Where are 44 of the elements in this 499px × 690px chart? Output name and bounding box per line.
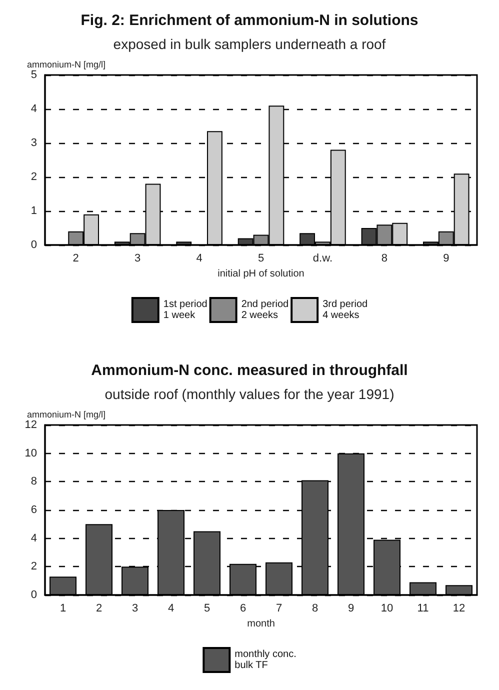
- legend-label: 3rd period 4 weeks: [322, 299, 368, 321]
- y-tick-label: 8: [30, 476, 37, 488]
- x-tick-label: 12: [452, 602, 466, 614]
- y-tick-label: 2: [30, 560, 37, 573]
- x-tick-label: 8: [312, 602, 318, 614]
- y-tick-label: 1: [30, 205, 37, 217]
- legend-label: 1st period 1 week: [163, 299, 208, 321]
- x-tick-label: 5: [204, 602, 210, 614]
- x-axis-title: initial pH of solution: [218, 268, 304, 280]
- x-tick-label: 10: [380, 602, 394, 614]
- x-tick-label: 2: [72, 252, 79, 264]
- y-axis-title: ammonium-N [mg/l]: [27, 60, 106, 70]
- y-tick-label: 3: [30, 137, 37, 149]
- y-tick-label: 0: [30, 239, 37, 251]
- x-tick-label: 11: [417, 602, 429, 614]
- chart-title: Ammonium-N conc. measured in throughfall: [91, 362, 408, 379]
- x-tick-label: 9: [348, 602, 354, 614]
- chart-subtitle: exposed in bulk samplers underneath a roof: [113, 36, 386, 52]
- x-tick-label: 1: [60, 602, 66, 614]
- y-tick-label: 4: [30, 103, 37, 115]
- y-axis-title: ammonium-N [mg/l]: [27, 410, 106, 420]
- x-tick-label: 2: [96, 602, 102, 614]
- x-tick-label: 4: [196, 252, 202, 264]
- x-tick-label: d.w.: [312, 252, 333, 264]
- x-tick-label: 4: [168, 602, 174, 614]
- legend-label: 2nd period 2 weeks: [241, 299, 289, 321]
- y-tick-label: 10: [24, 447, 37, 460]
- y-tick-label: 6: [30, 504, 37, 516]
- x-axis-title: month: [247, 618, 275, 630]
- y-tick-label: 12: [24, 419, 37, 431]
- x-tick-label: 9: [443, 252, 450, 264]
- y-tick-label: 2: [30, 171, 37, 183]
- chart-title: Fig. 2: Enrichment of ammonium-N in solutions: [80, 12, 418, 29]
- x-tick-label: 7: [276, 602, 282, 614]
- x-tick-label: 8: [381, 252, 388, 264]
- x-tick-label: 5: [258, 252, 264, 264]
- legend-label: monthly conc. bulk TF: [234, 649, 296, 671]
- x-tick-label: 3: [132, 602, 138, 614]
- x-tick-label: 3: [134, 252, 141, 264]
- y-tick-label: 5: [30, 69, 37, 81]
- y-tick-label: 4: [30, 532, 37, 544]
- chart-subtitle: outside roof (monthly values for the year 1991): [104, 386, 394, 402]
- x-tick-label: 6: [240, 602, 246, 614]
- y-tick-label: 0: [30, 589, 37, 601]
